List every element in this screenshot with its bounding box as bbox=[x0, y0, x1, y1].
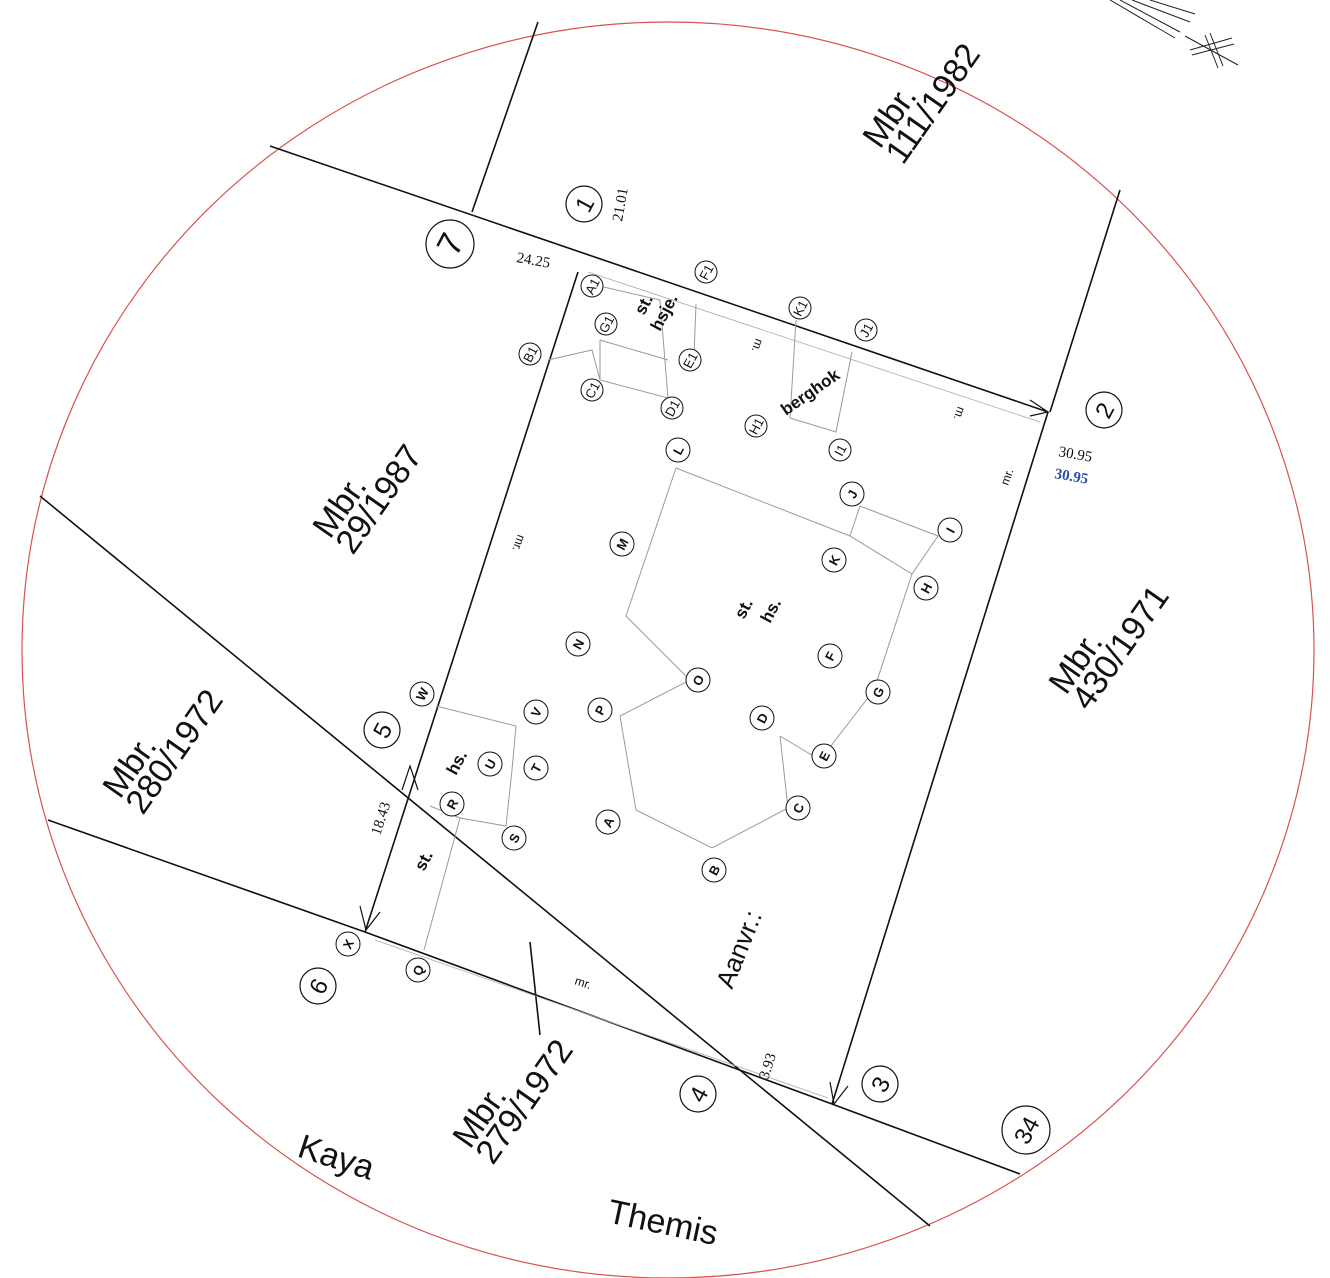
label-m-2: m. bbox=[951, 405, 969, 422]
svg-text:K1: K1 bbox=[790, 298, 811, 319]
parcel-label-430-1971: Mbr. 430/1971 bbox=[1041, 579, 1176, 717]
point-C1-marker: C1 bbox=[580, 378, 604, 402]
point-H1-marker: H1 bbox=[744, 414, 768, 438]
parcel-labels: Mbr. 111/1982 Mbr. 29/1987 Mbr. 430/1971… bbox=[95, 37, 1176, 1171]
point-K-marker: K bbox=[821, 547, 847, 573]
measure-30-95: 30.95 bbox=[1057, 444, 1093, 466]
point-G-marker: G bbox=[865, 679, 891, 705]
point-F-marker: F bbox=[817, 643, 843, 669]
label-st-hs-2: hs. bbox=[757, 595, 785, 626]
svg-text:E1: E1 bbox=[680, 350, 701, 371]
measure-lines bbox=[374, 271, 1041, 1099]
point-C-marker: C bbox=[785, 795, 811, 821]
measure-18-43: 18.43 bbox=[369, 800, 395, 837]
measure-24-25: 24.25 bbox=[515, 250, 551, 272]
measure-3-93: 3.93 bbox=[757, 1051, 780, 1081]
point-N-marker: N bbox=[565, 631, 591, 657]
point-B-marker: B bbox=[701, 857, 727, 883]
point-I-marker: I bbox=[937, 517, 963, 543]
svg-text:G1: G1 bbox=[596, 313, 617, 335]
point-U-marker: U bbox=[477, 751, 503, 777]
label-berghok: berghok bbox=[777, 365, 843, 419]
label-mr-1: mr. bbox=[998, 467, 1017, 487]
point-M-marker: M bbox=[609, 531, 635, 557]
point-E1-marker: E1 bbox=[678, 348, 702, 372]
point-D-marker: D bbox=[749, 705, 775, 731]
boundary-arrows bbox=[359, 399, 1050, 1106]
label-mr-3: mr. bbox=[573, 974, 593, 992]
point-L-marker: L bbox=[665, 437, 691, 463]
parcel-label-280-1972: Mbr. 280/1972 bbox=[95, 683, 230, 821]
svg-text:J1: J1 bbox=[857, 321, 877, 340]
label-aanvr: Aanvr.: bbox=[710, 906, 768, 992]
point-J1-marker: J1 bbox=[854, 318, 878, 342]
corner-mark-5: 5 bbox=[363, 711, 401, 749]
point-Q-marker: Q bbox=[405, 957, 431, 983]
measure-21-01: 21.01 bbox=[610, 187, 632, 223]
point-D1-marker: D1 bbox=[660, 396, 684, 420]
point-O-marker: O bbox=[685, 667, 711, 693]
svg-text:I: I bbox=[943, 525, 958, 535]
point-T-marker: T bbox=[523, 755, 549, 781]
point-H-marker: H bbox=[913, 575, 939, 601]
point-X-marker: X bbox=[335, 931, 361, 957]
corner-mark-6: 6 bbox=[299, 967, 337, 1005]
building-outlines bbox=[423, 281, 939, 951]
label-m-1: m. bbox=[749, 337, 767, 354]
corner-mark-1: 1 bbox=[565, 185, 603, 223]
parcel-boundaries bbox=[39, 21, 1121, 1227]
svg-text:D1: D1 bbox=[662, 397, 683, 419]
corner-mark-34: 34 bbox=[1001, 1105, 1051, 1155]
point-K1-marker: K1 bbox=[788, 296, 812, 320]
point-F1-marker: F1 bbox=[694, 260, 718, 284]
svg-text:B1: B1 bbox=[520, 344, 541, 365]
svg-text:A1: A1 bbox=[582, 276, 603, 297]
point-S-marker: S bbox=[501, 825, 527, 851]
point-A1-marker: A1 bbox=[580, 274, 604, 298]
corner-mark-7: 7 bbox=[425, 219, 475, 269]
svg-text:F1: F1 bbox=[696, 262, 716, 282]
point-P-marker: P bbox=[587, 697, 613, 723]
parcel-label-111-1982: Mbr. 111/1982 bbox=[855, 37, 988, 171]
label-hs: hs. bbox=[443, 747, 471, 778]
corner-mark-4: 4 bbox=[679, 1075, 717, 1113]
svg-text:C1: C1 bbox=[582, 379, 603, 401]
corner-mark-2: 2 bbox=[1085, 391, 1123, 429]
svg-text:H1: H1 bbox=[746, 415, 767, 437]
point-G1-marker: G1 bbox=[594, 312, 618, 336]
label-st-hsje-2: hsje. bbox=[647, 291, 682, 334]
label-st: st. bbox=[411, 847, 437, 873]
street-themis: Themis bbox=[604, 1193, 721, 1253]
measure-30-95-blue: 30.95 bbox=[1053, 466, 1089, 488]
point-J-marker: J bbox=[839, 481, 865, 507]
street-kaya: Kaya bbox=[294, 1127, 380, 1187]
parcel-label-279-1972: Mbr. 279/1972 bbox=[445, 1033, 580, 1171]
point-B1-marker: B1 bbox=[518, 342, 542, 366]
survey-points: A1 B1 C1 D1 E1 F1 G1 H1 I1 J1 K1 A B C D… bbox=[335, 260, 963, 983]
point-R-marker: R bbox=[439, 791, 465, 817]
map-boundary-circle bbox=[21, 21, 1315, 1278]
point-W-marker: W bbox=[409, 681, 435, 707]
north-arrow-icon bbox=[1109, 0, 1239, 69]
parcel-label-29-1987: Mbr. 29/1987 bbox=[305, 438, 430, 560]
corner-mark-3: 3 bbox=[861, 1065, 899, 1103]
point-V-marker: V bbox=[523, 699, 549, 725]
point-A-marker: A bbox=[595, 809, 621, 835]
label-mr-2: mr. bbox=[509, 533, 528, 553]
point-I1-marker: I1 bbox=[828, 438, 852, 462]
point-E-marker: E bbox=[811, 743, 837, 769]
corner-marks: 1 2 3 4 5 6 7 34 bbox=[299, 185, 1123, 1155]
label-st-hs-1: st. bbox=[731, 595, 757, 621]
area-labels: st. hsje. berghok st. hs. hs. st. Aanvr.… bbox=[411, 291, 1017, 993]
